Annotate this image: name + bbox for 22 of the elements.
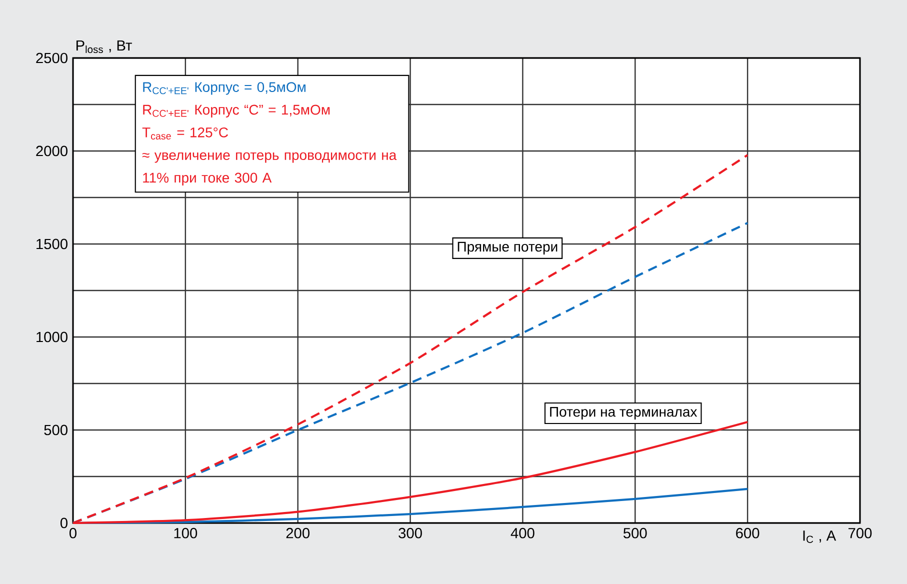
y-tick-label: 1500 [36,238,68,250]
x-tick-label: 0 [69,528,76,538]
x-axis-title: I$_{C}$ , A [803,530,836,543]
y-axis-title: P$_{loss}$ , Вт [76,40,132,54]
x-tick-label: 400 [510,528,534,538]
x-tick-label: 200 [286,528,310,538]
y-tick-label: 2000 [36,146,68,156]
annotation: ≈ увеличение потерь проводимости на 11% при токе 300 А [142,152,397,186]
annotation: Потери на терминалах [550,406,698,420]
y-tick-label: 0 [60,518,68,528]
annotation: Прямые потери [458,242,558,254]
x-tick-label: 500 [623,528,647,538]
x-tick-label: 700 [848,528,872,538]
annotation: R$_{CC'+EE'}$ Корпус “C” = 1,5мОм [143,104,330,118]
x-tick-label: 600 [736,528,760,538]
x-tick-label: 100 [174,528,198,538]
y-tick-label: 500 [44,424,68,436]
annotation: R$_{CC'+EE'}$ Корпус = 0,5мОм [143,82,306,95]
y-tick-label: 2500 [36,52,68,64]
y-tick-label: 1000 [36,332,68,342]
annotation: T$_{case}$ = 125°C [142,127,228,140]
x-tick-label: 300 [398,528,422,538]
